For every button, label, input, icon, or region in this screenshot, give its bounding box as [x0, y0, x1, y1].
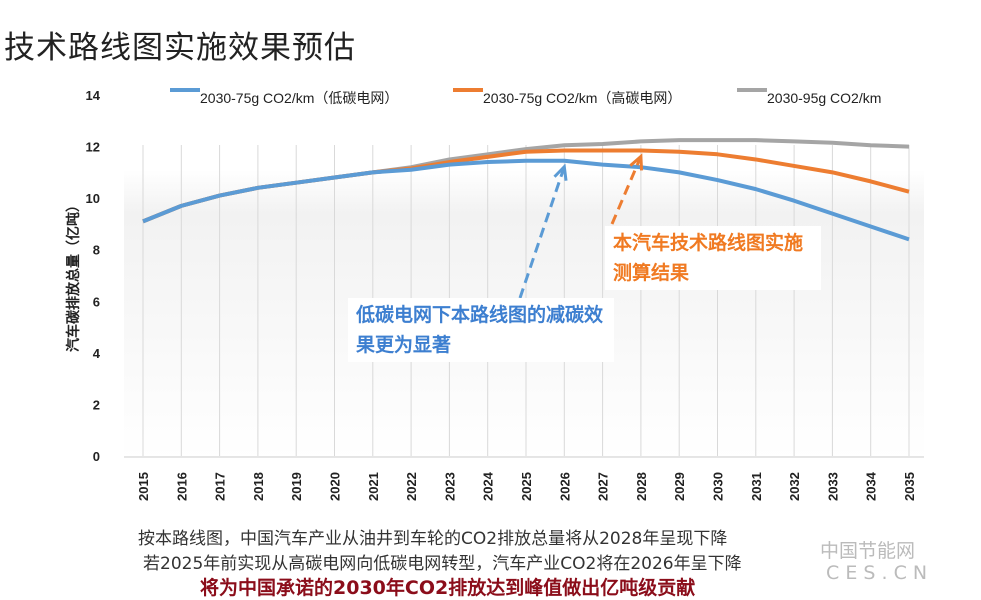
y-tick-label: 0	[93, 449, 100, 464]
x-tick-label: 2035	[902, 472, 917, 501]
y-tick-label: 12	[86, 140, 100, 155]
annotation-low-carbon: 低碳电网下本路线图的减碳效果更为显著	[348, 298, 614, 362]
watermark-logo: 中国节能网 C E S . C N	[820, 540, 928, 584]
x-tick-label: 2033	[825, 472, 840, 501]
y-tick-label: 4	[93, 346, 101, 361]
y-tick-label: 2	[93, 397, 100, 412]
x-tick-label: 2024	[481, 471, 496, 501]
legend-label: 2030-75g CO2/km（高碳电网）	[483, 90, 681, 106]
page-title: 技术路线图实施效果预估	[4, 30, 356, 66]
arrow-head-icon	[553, 163, 568, 181]
x-tick-label: 2032	[787, 472, 802, 501]
x-tick-label: 2030	[711, 472, 726, 501]
caption-line-2: 若2025年前实现从高碳电网向低碳电网转型，汽车产业CO2将在2026年呈下降	[143, 554, 742, 574]
y-tick-label: 8	[93, 243, 100, 258]
x-tick-label: 2016	[174, 472, 189, 501]
x-tick-label: 2027	[596, 472, 611, 501]
annotation-roadmap: 本汽车技术路线图实施测算结果	[605, 226, 821, 290]
x-tick-label: 2020	[328, 472, 343, 501]
arrow-head-icon	[629, 153, 644, 171]
x-tick-label: 2021	[366, 472, 381, 501]
x-tick-label: 2015	[136, 472, 151, 501]
x-tick-label: 2026	[557, 472, 572, 501]
x-tick-label: 2031	[749, 472, 764, 501]
y-axis-label: 汽车碳排放总量（亿吨）	[65, 198, 82, 352]
x-tick-label: 2018	[251, 472, 266, 501]
y-tick-label: 10	[86, 191, 100, 206]
legend-label: 2030-95g CO2/km	[767, 90, 881, 106]
x-tick-label: 2022	[404, 472, 419, 501]
series-line	[142, 158, 910, 242]
caption-highlight: 将为中国承诺的2030年CO2排放达到峰值做出亿吨级贡献	[200, 577, 696, 599]
x-tick-label: 2017	[213, 472, 228, 501]
annotation-arrow	[518, 166, 566, 299]
legend-label: 2030-75g CO2/km（低碳电网）	[200, 90, 398, 106]
y-tick-label: 6	[93, 294, 100, 309]
y-tick-label: 14	[86, 88, 101, 103]
x-tick-label: 2023	[442, 472, 457, 501]
x-tick-label: 2025	[519, 472, 534, 501]
annotation-arrow	[610, 155, 643, 225]
x-tick-label: 2028	[634, 472, 649, 501]
x-tick-label: 2029	[672, 472, 687, 501]
x-tick-label: 2019	[289, 472, 304, 501]
caption-line-1: 按本路线图，中国汽车产业从油井到车轮的CO2排放总量将从2028年呈现下降	[138, 529, 728, 549]
x-tick-label: 2034	[864, 471, 879, 501]
